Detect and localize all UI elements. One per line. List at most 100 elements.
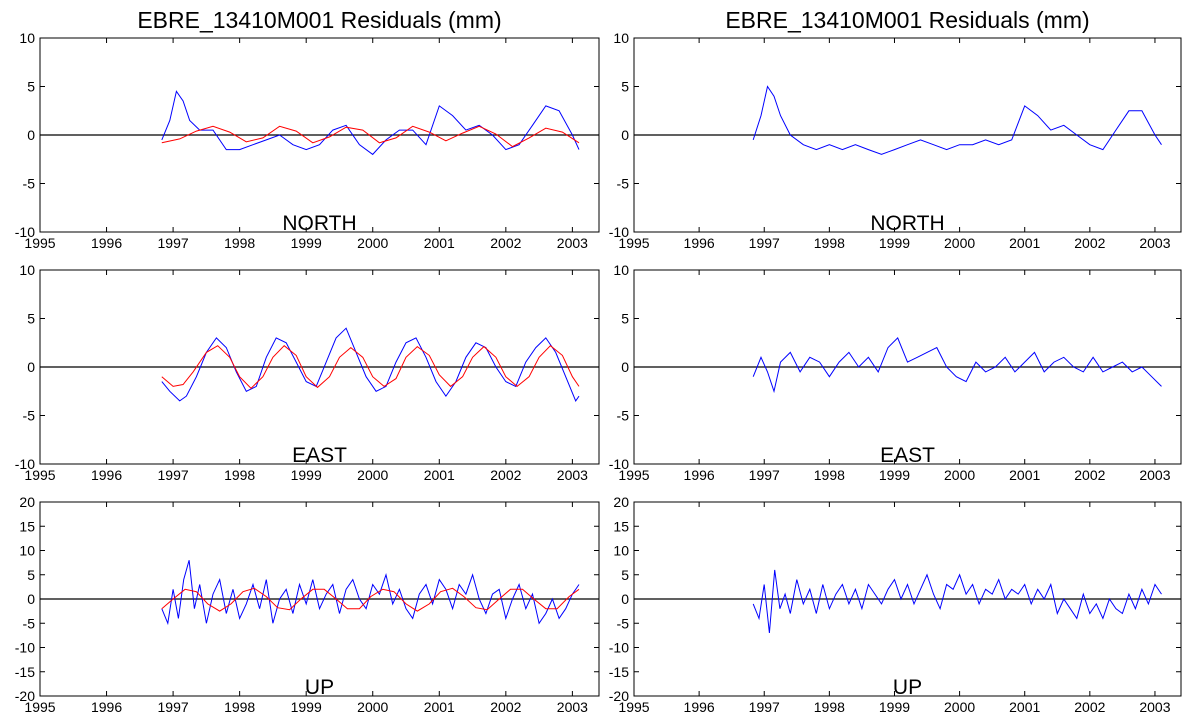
x-tick-label: 1999 xyxy=(291,235,322,251)
component-label: NORTH xyxy=(870,212,944,235)
y-tick-label: 0 xyxy=(27,591,35,607)
chart-title: EBRE_13410M001 Residuals (mm) xyxy=(137,7,501,33)
x-tick-label: 2002 xyxy=(1074,699,1105,715)
residual-line xyxy=(752,85,1162,155)
x-tick-label: 2001 xyxy=(1009,699,1040,715)
x-tick-label: 1997 xyxy=(749,699,780,715)
y-tick-label: 5 xyxy=(621,79,629,95)
x-tick-label: 2003 xyxy=(557,235,588,251)
component-label: EAST xyxy=(880,444,935,467)
x-tick-label: 1997 xyxy=(158,235,189,251)
x-tick-label: 1995 xyxy=(24,235,55,251)
x-tick-label: 1996 xyxy=(91,235,122,251)
y-tick-label: -5 xyxy=(23,176,36,192)
x-tick-label: 1996 xyxy=(91,699,122,715)
x-tick-label: 2000 xyxy=(357,699,388,715)
seasonal-fit-line xyxy=(161,587,580,612)
x-tick-label: 1995 xyxy=(618,699,649,715)
y-tick-label: -15 xyxy=(15,664,35,680)
x-tick-label: 1999 xyxy=(291,467,322,483)
y-tick-label: -5 xyxy=(617,176,630,192)
x-tick-label: 2002 xyxy=(490,467,521,483)
y-tick-label: 0 xyxy=(621,591,629,607)
y-tick-label: 5 xyxy=(621,567,629,583)
y-tick-label: 10 xyxy=(19,262,35,278)
component-label: EAST xyxy=(292,444,347,467)
x-tick-label: 1996 xyxy=(684,235,715,251)
x-tick-label: 1997 xyxy=(158,699,189,715)
x-tick-label: 1995 xyxy=(24,467,55,483)
x-tick-label: 2001 xyxy=(1009,467,1040,483)
x-tick-label: 1998 xyxy=(814,699,845,715)
y-tick-label: 10 xyxy=(19,30,35,46)
seasonal-fit-line xyxy=(161,125,580,148)
x-tick-label: 1998 xyxy=(814,467,845,483)
x-tick-label: 2002 xyxy=(490,699,521,715)
x-tick-label: 1997 xyxy=(749,235,780,251)
y-tick-label: -10 xyxy=(15,640,35,656)
y-tick-label: -20 xyxy=(609,688,629,704)
x-tick-label: 1999 xyxy=(879,467,910,483)
y-tick-label: 10 xyxy=(613,262,629,278)
y-tick-label: -10 xyxy=(15,224,35,240)
x-tick-label: 2003 xyxy=(1139,235,1170,251)
y-tick-label: 20 xyxy=(613,494,629,510)
component-label: UP xyxy=(893,676,922,699)
x-tick-label: 1999 xyxy=(879,235,910,251)
x-tick-label: 2003 xyxy=(1139,467,1170,483)
x-tick-label: 2002 xyxy=(1074,235,1105,251)
x-tick-label: 2000 xyxy=(944,235,975,251)
residual-line xyxy=(752,569,1162,634)
x-tick-label: 1998 xyxy=(224,235,255,251)
x-tick-label: 1999 xyxy=(291,699,322,715)
x-tick-label: 1995 xyxy=(618,467,649,483)
x-tick-label: 1995 xyxy=(618,235,649,251)
x-tick-label: 1998 xyxy=(224,699,255,715)
y-tick-label: -10 xyxy=(15,456,35,472)
y-tick-label: -10 xyxy=(609,224,629,240)
x-tick-label: 2003 xyxy=(557,467,588,483)
y-tick-label: 0 xyxy=(27,127,35,143)
x-tick-label: 2000 xyxy=(944,699,975,715)
y-tick-label: -5 xyxy=(23,408,36,424)
x-tick-label: 1996 xyxy=(91,467,122,483)
x-tick-label: 2001 xyxy=(424,467,455,483)
x-tick-label: 1996 xyxy=(684,467,715,483)
x-tick-label: 2003 xyxy=(557,699,588,715)
y-tick-label: 5 xyxy=(621,311,629,327)
x-tick-label: 1997 xyxy=(749,467,780,483)
y-tick-label: -10 xyxy=(609,640,629,656)
x-tick-label: 2001 xyxy=(1009,235,1040,251)
residual-line xyxy=(752,337,1162,394)
y-tick-label: 20 xyxy=(19,494,35,510)
y-tick-label: 10 xyxy=(19,543,35,559)
x-tick-label: 1996 xyxy=(684,699,715,715)
chart-title: EBRE_13410M001 Residuals (mm) xyxy=(725,7,1089,33)
y-tick-label: 15 xyxy=(613,518,629,534)
y-tick-label: -15 xyxy=(609,664,629,680)
x-tick-label: 2003 xyxy=(1139,699,1170,715)
y-tick-label: 10 xyxy=(613,30,629,46)
seasonal-fit-line xyxy=(161,345,580,390)
y-tick-label: -5 xyxy=(617,408,630,424)
x-tick-label: 2002 xyxy=(490,235,521,251)
y-tick-label: 15 xyxy=(19,518,35,534)
y-tick-label: -5 xyxy=(23,615,36,631)
y-tick-label: 5 xyxy=(27,79,35,95)
y-tick-label: -20 xyxy=(15,688,35,704)
y-tick-label: 0 xyxy=(621,359,629,375)
y-tick-label: 0 xyxy=(621,127,629,143)
x-tick-label: 2000 xyxy=(357,467,388,483)
component-label: UP xyxy=(305,676,334,699)
x-tick-label: 1995 xyxy=(24,699,55,715)
x-tick-label: 2001 xyxy=(424,699,455,715)
residual-line xyxy=(161,327,580,402)
y-tick-label: 10 xyxy=(613,543,629,559)
x-tick-label: 2002 xyxy=(1074,467,1105,483)
